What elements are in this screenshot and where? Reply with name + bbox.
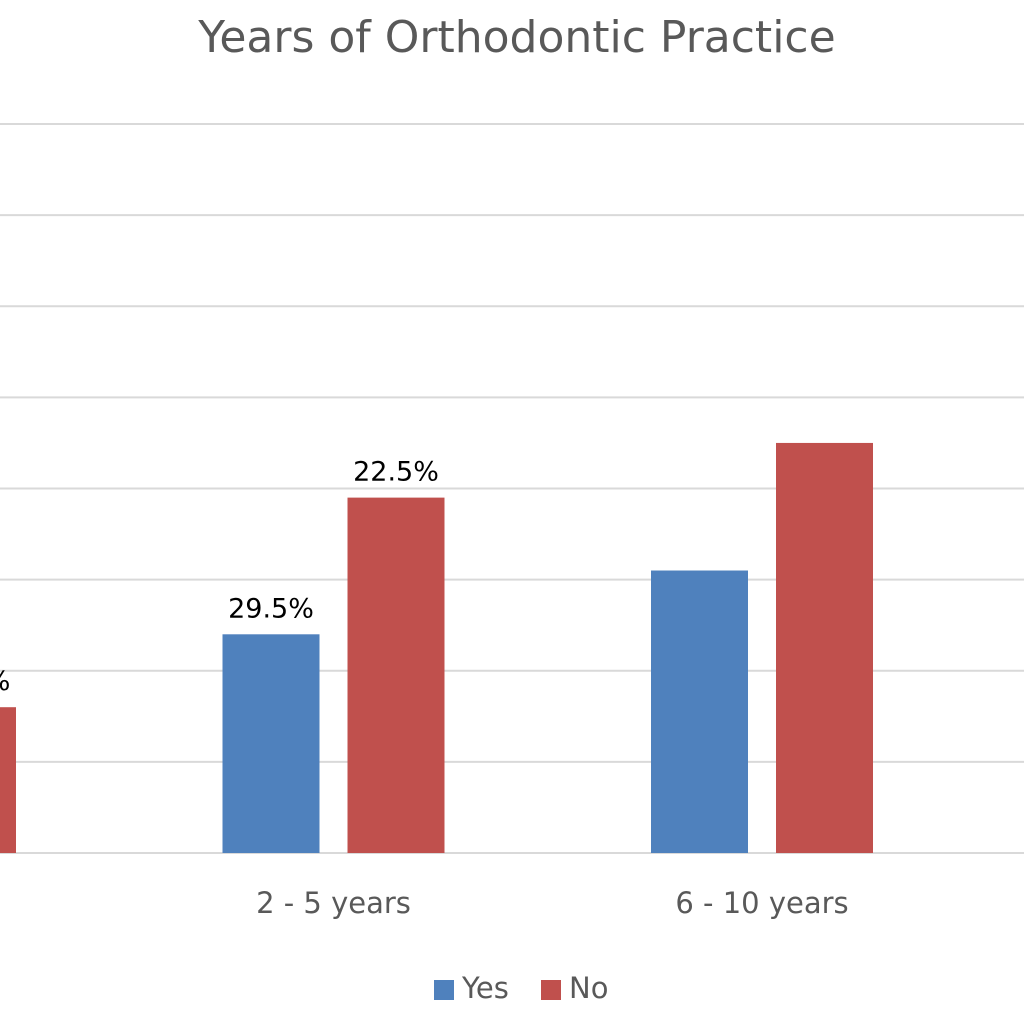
gridlines (0, 123, 1024, 854)
data-label-no-0: 15.0% (0, 666, 10, 697)
category-label: 2 - 5 years (256, 886, 411, 920)
data-labels: 29.5% 15.0% 22.5% (0, 457, 439, 698)
category-label: 6 - 10 years (675, 886, 848, 920)
data-label-no-1: 22.5% (353, 457, 439, 488)
bars (0, 442, 873, 853)
bar-no-0 (0, 707, 16, 853)
bar-no-1 (347, 497, 445, 853)
legend-swatch-no (541, 980, 561, 1000)
data-label-yes-1: 29.5% (228, 593, 314, 624)
bar-yes-2 (651, 570, 748, 853)
legend-swatch-yes (434, 980, 454, 1000)
legend: Yes No (434, 971, 608, 1005)
legend-label-no: No (569, 971, 608, 1005)
bar-no-2 (776, 442, 873, 853)
bar-yes-1 (222, 634, 320, 853)
chart-title: Years of Orthodontic Practice (197, 12, 835, 63)
legend-label-yes: Yes (461, 971, 509, 1005)
